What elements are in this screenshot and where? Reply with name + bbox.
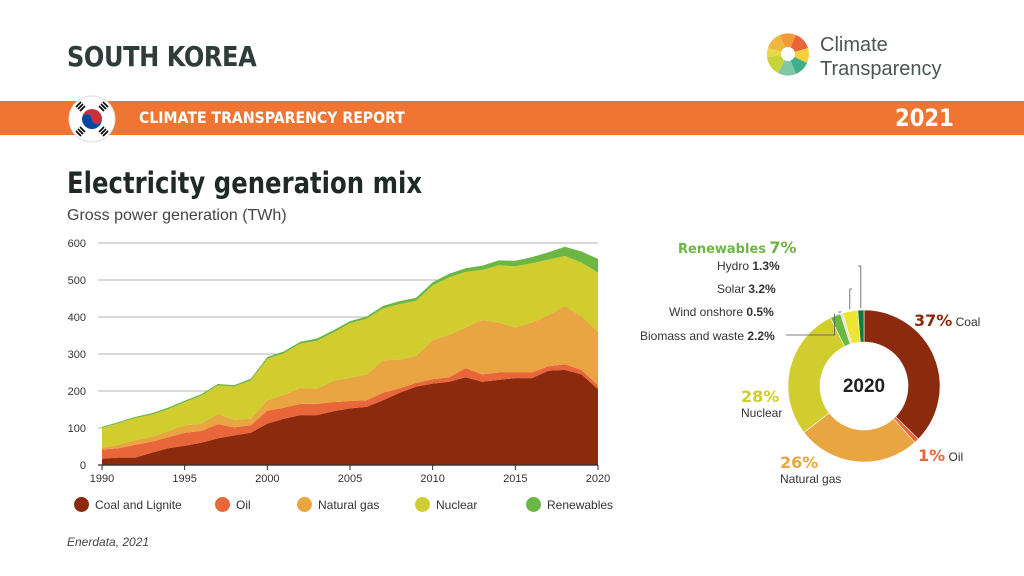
oil-label: 1% Oil bbox=[918, 446, 963, 465]
y-tick-label: 500 bbox=[68, 275, 86, 287]
renewables-total-name: Renewables bbox=[678, 242, 766, 257]
legend-item-coal: Coal and Lignite bbox=[74, 497, 182, 512]
nuclear-value: 28% bbox=[741, 387, 780, 406]
nuclear-name: Nuclear bbox=[741, 406, 783, 420]
biomass-name: Biomass and waste bbox=[640, 329, 745, 343]
hydro-name: Hydro bbox=[717, 259, 750, 273]
renewables-total-value: 7% bbox=[769, 238, 797, 257]
country-title: SOUTH KOREA bbox=[67, 40, 257, 73]
area-series-gas bbox=[102, 305, 598, 450]
y-tick-label: 400 bbox=[68, 312, 86, 324]
legend-dot-renewables bbox=[526, 497, 541, 512]
renewables-total-label: Renewables 7% bbox=[678, 238, 797, 257]
leader-line-hydro bbox=[858, 265, 862, 309]
legend-dot-gas bbox=[297, 497, 312, 512]
coal-label: 37% Coal bbox=[914, 311, 980, 330]
solar-value: 3.2% bbox=[748, 282, 776, 296]
logo-wordmark: Climate Transparency bbox=[820, 33, 942, 81]
logo-line1: Climate bbox=[820, 34, 888, 56]
legend-item-oil: Oil bbox=[215, 497, 251, 512]
area-chart: 0 100 200 300 400 500 600 1990 1995 2000 2005 2010 2… bbox=[68, 238, 611, 485]
x-tick-label: 2005 bbox=[338, 473, 362, 485]
area-series-coal bbox=[102, 369, 598, 465]
y-tick-label: 0 bbox=[80, 460, 86, 472]
donut-slice-hydro bbox=[857, 309, 865, 343]
legend-label-gas: Natural gas bbox=[318, 497, 380, 512]
y-tick-label: 100 bbox=[68, 423, 86, 435]
solar-label: Solar 3.2% bbox=[717, 282, 776, 296]
wind-label: Wind onshore 0.5% bbox=[669, 305, 774, 319]
area-series-oil bbox=[102, 364, 598, 459]
legend-dot-coal bbox=[74, 497, 89, 512]
legend-label-nuclear: Nuclear bbox=[436, 497, 478, 512]
gas-name: Natural gas bbox=[780, 472, 842, 486]
hydro-value: 1.3% bbox=[752, 259, 780, 273]
wind-value: 0.5% bbox=[746, 305, 774, 319]
gas-label: 26% Natural gas bbox=[780, 455, 841, 487]
chart-legend: Coal and Lignite Oil Natural gas Nuclear… bbox=[72, 497, 632, 517]
nuclear-label: 28% Nuclear bbox=[741, 389, 782, 421]
chart-subtitle: Gross power generation (TWh) bbox=[67, 207, 287, 224]
source-note: Enerdata, 2021 bbox=[67, 535, 150, 549]
legend-item-gas: Natural gas bbox=[297, 497, 379, 512]
biomass-label: Biomass and waste 2.2% bbox=[640, 329, 775, 343]
legend-item-renewables: Renewables bbox=[526, 497, 613, 512]
coal-value: 37% bbox=[914, 311, 953, 330]
biomass-value: 2.2% bbox=[747, 329, 775, 343]
leader-line-biomass bbox=[786, 313, 836, 336]
legend-label-oil: Oil bbox=[236, 497, 251, 512]
report-year: 2021 bbox=[895, 104, 954, 132]
legend-label-renewables: Renewables bbox=[547, 497, 614, 512]
leader-line-solar bbox=[849, 288, 852, 310]
wind-name: Wind onshore bbox=[669, 305, 744, 319]
chart-title: Electricity generation mix bbox=[67, 166, 423, 200]
donut-center-year: 2020 bbox=[843, 376, 885, 397]
logo-line2: Transparency bbox=[820, 58, 942, 80]
x-tick-label: 2015 bbox=[503, 473, 527, 485]
donut-chart: 2020 bbox=[786, 265, 941, 463]
x-tick-label: 2020 bbox=[586, 473, 610, 485]
coal-name: Coal bbox=[955, 315, 981, 329]
solar-name: Solar bbox=[717, 282, 746, 296]
y-tick-label: 200 bbox=[68, 386, 86, 398]
y-tick-label: 600 bbox=[68, 238, 86, 250]
area-series-nuclear bbox=[102, 256, 598, 448]
south-korea-flag-icon bbox=[68, 95, 116, 143]
oil-name: Oil bbox=[948, 450, 964, 464]
x-tick-label: 1990 bbox=[90, 473, 114, 485]
hydro-label: Hydro 1.3% bbox=[717, 259, 780, 273]
legend-item-nuclear: Nuclear bbox=[415, 497, 477, 512]
x-tick-label: 1995 bbox=[172, 473, 196, 485]
x-tick-label: 2010 bbox=[420, 473, 444, 485]
donut-slice-coal bbox=[863, 309, 941, 440]
gas-value: 26% bbox=[780, 453, 819, 472]
report-band bbox=[0, 101, 1024, 135]
climate-transparency-logo bbox=[766, 33, 809, 76]
x-tick-label: 2000 bbox=[255, 473, 279, 485]
y-tick-label: 300 bbox=[68, 349, 86, 361]
legend-dot-oil bbox=[215, 497, 230, 512]
leader-line-wind bbox=[838, 311, 842, 313]
report-title: CLIMATE TRANSPARENCY REPORT bbox=[139, 108, 405, 127]
legend-label-coal: Coal and Lignite bbox=[95, 497, 182, 512]
oil-value: 1% bbox=[918, 446, 946, 465]
legend-dot-nuclear bbox=[415, 497, 430, 512]
